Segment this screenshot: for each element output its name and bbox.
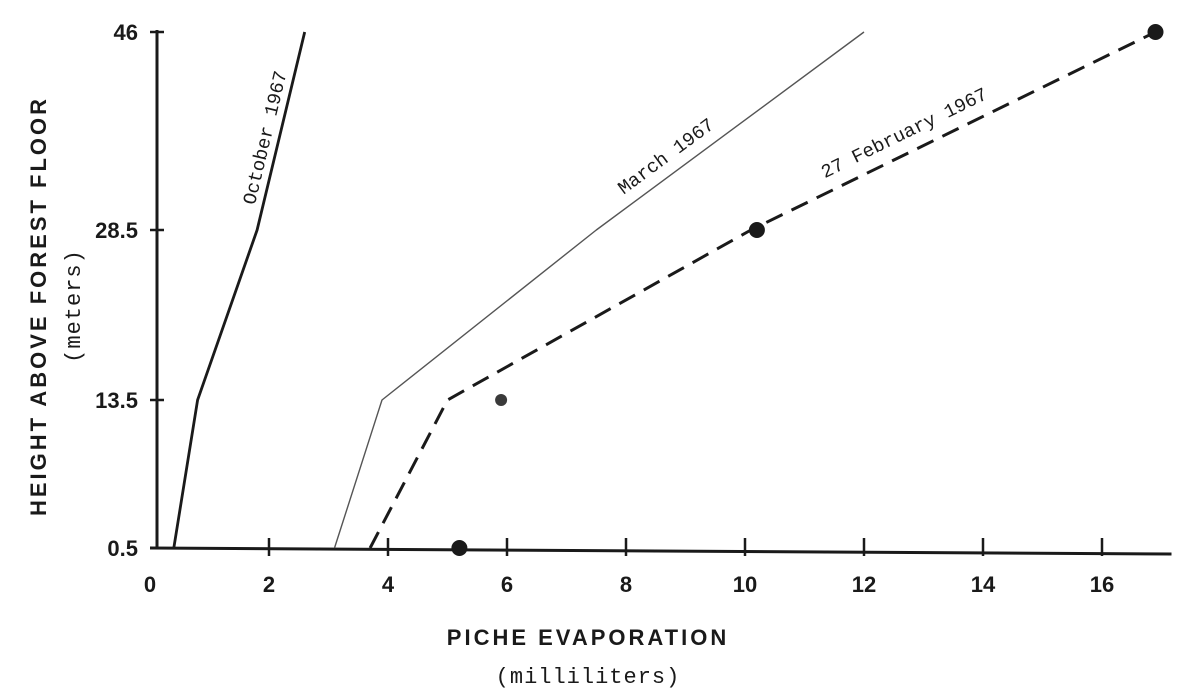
series-label-2: March 1967 <box>614 114 719 199</box>
series-label-1: October 1967 <box>239 69 292 207</box>
x-tick-label: 8 <box>620 572 632 597</box>
x-tick-label: 16 <box>1090 572 1114 597</box>
data-point-marker <box>451 540 468 556</box>
series-line-2 <box>333 31 865 549</box>
y-tick-label: 0.5 <box>107 536 138 561</box>
series-label-3: 27 February 1967 <box>818 84 992 184</box>
y-ticks: 0.5 13.5 28.5 46 <box>95 20 164 561</box>
series-lines <box>172 30 1157 549</box>
x-axis-title: PICHE EVAPORATION <box>447 625 729 650</box>
data-point-marker <box>495 394 508 406</box>
y-tick-label: 13.5 <box>95 388 138 413</box>
series-line-1 <box>172 31 307 549</box>
series-labels: October 1967 March 1967 27 February 1967 <box>239 69 991 207</box>
y-tick-label: 46 <box>114 20 138 45</box>
x-tick-label: 14 <box>971 572 996 597</box>
data-point-marker <box>748 222 765 238</box>
x-tick-label: 6 <box>501 572 513 597</box>
x-ticks: 0 2 4 6 8 10 12 14 16 <box>144 538 1114 597</box>
x-tick-label: 4 <box>382 572 395 597</box>
x-axis-units: (milliliters) <box>496 665 681 690</box>
axes <box>149 30 1172 556</box>
x-tick-label: 10 <box>733 572 757 597</box>
data-point-marker <box>1147 24 1164 40</box>
x-tick-label: 12 <box>852 572 876 597</box>
y-tick-label: 28.5 <box>95 218 138 243</box>
markers <box>451 24 1164 556</box>
x-axis-line <box>149 546 1172 556</box>
y-axis-units: (meters) <box>62 249 87 363</box>
x-tick-label: 0 <box>144 572 156 597</box>
series-line-3 <box>368 30 1157 549</box>
x-tick-label: 2 <box>263 572 275 597</box>
y-axis-title: HEIGHT ABOVE FOREST FLOOR <box>26 96 51 516</box>
